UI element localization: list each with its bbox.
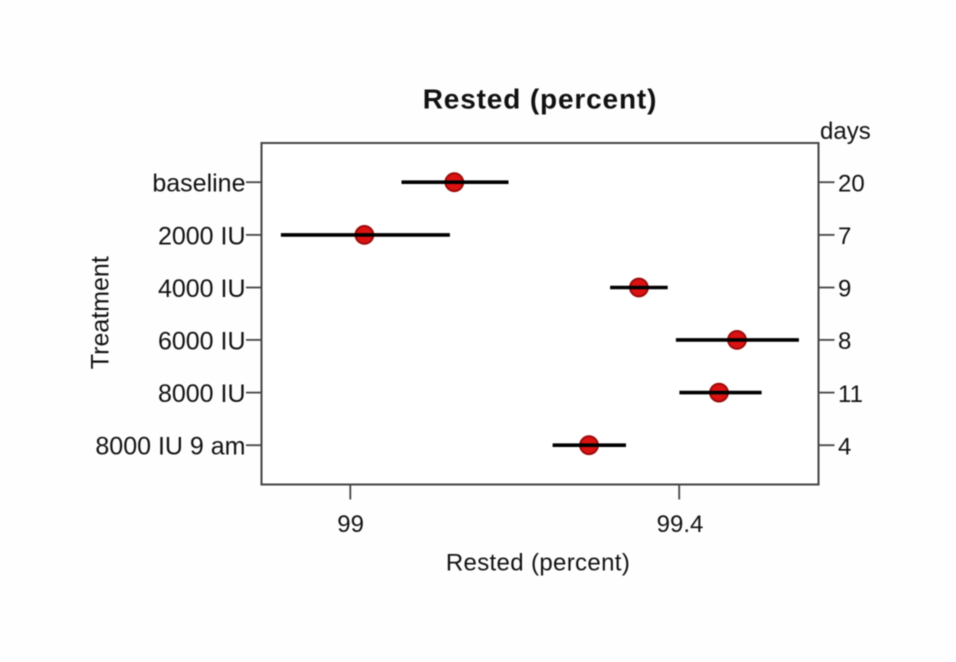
svg-text:20: 20 [838, 170, 865, 197]
svg-text:8000 IU: 8000 IU [158, 380, 246, 408]
svg-text:4000 IU: 4000 IU [158, 275, 246, 303]
svg-text:99: 99 [337, 511, 364, 538]
svg-text:Rested (percent): Rested (percent) [446, 549, 630, 576]
svg-text:Rested (percent): Rested (percent) [423, 84, 658, 115]
svg-text:4: 4 [838, 433, 851, 460]
svg-text:baseline: baseline [152, 170, 245, 198]
svg-text:2000 IU: 2000 IU [158, 222, 246, 250]
svg-text:8000 IU 9 am: 8000 IU 9 am [95, 433, 245, 461]
svg-text:days: days [820, 118, 871, 145]
svg-text:8: 8 [838, 328, 851, 355]
svg-text:99.4: 99.4 [657, 511, 704, 538]
svg-text:6000 IU: 6000 IU [158, 327, 246, 355]
svg-text:11: 11 [838, 381, 863, 408]
svg-text:9: 9 [838, 276, 851, 303]
svg-text:Treatment: Treatment [86, 256, 114, 369]
svg-text:7: 7 [838, 223, 851, 250]
